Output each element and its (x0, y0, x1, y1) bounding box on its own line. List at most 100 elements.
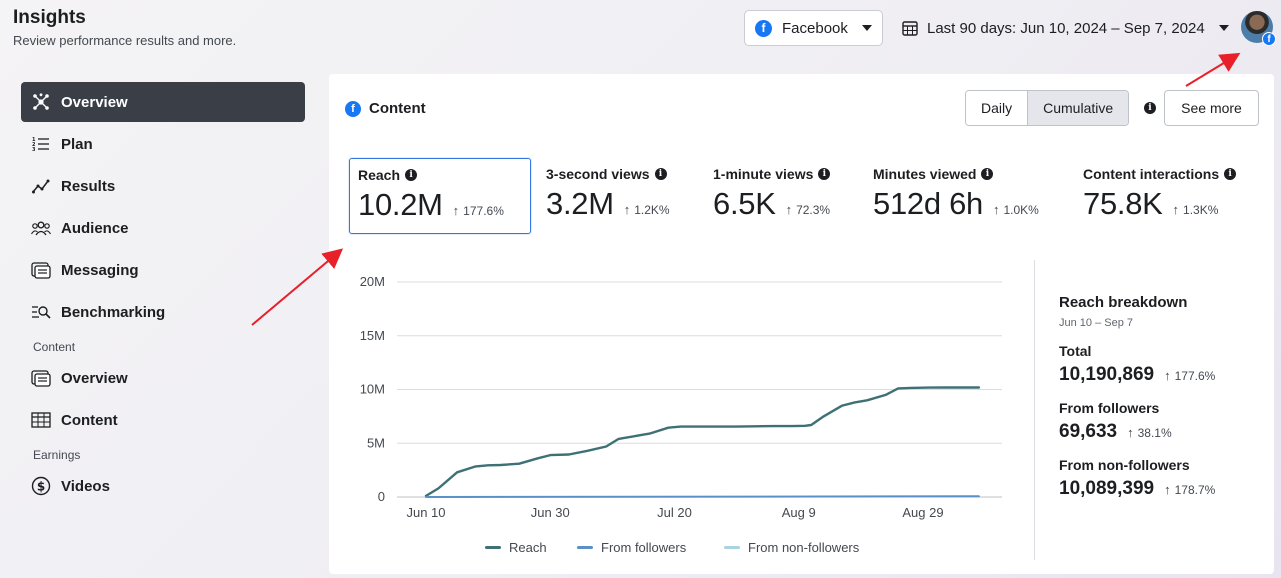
benchmarking-icon (31, 302, 51, 322)
sidebar-item-label: Results (61, 177, 116, 195)
info-icon[interactable]: i (981, 168, 994, 180)
breakdown-from-followers: From followers 69,633 ↑ 38.1% (1059, 400, 1264, 443)
content-overview-icon (31, 368, 51, 388)
messaging-icon (31, 260, 51, 280)
legend-item-from-followers[interactable]: From followers (577, 540, 686, 555)
reach-breakdown-panel: Reach breakdown Jun 10 – Sep 7 Total 10,… (1034, 260, 1264, 560)
legend-item-from-non-followers[interactable]: From non-followers (724, 540, 859, 555)
breakdown-change: 38.1% (1137, 426, 1172, 440)
sidebar-item-label: Content (61, 411, 118, 429)
svg-text:1: 1 (32, 137, 36, 143)
arrow-up-icon: ↑ (1164, 368, 1171, 383)
platform-dropdown-label: Facebook (782, 19, 848, 37)
facebook-logo-icon: f (755, 19, 772, 37)
sidebar-item-results[interactable]: Results (21, 166, 305, 206)
sidebar-item-label: Plan (61, 135, 93, 153)
date-range-dropdown[interactable]: Last 90 days: Jun 10, 2024 – Sep 7, 2024 (902, 10, 1229, 46)
sidebar-item-messaging[interactable]: Messaging (21, 250, 305, 290)
series-line-from-followers (425, 495, 980, 498)
breakdown-date: Jun 10 – Sep 7 (1059, 317, 1134, 329)
svg-text:3: 3 (32, 147, 36, 153)
x-tick-label: Jun 10 (406, 505, 445, 520)
x-tick-label: Jun 30 (531, 505, 570, 520)
metric-value: 512d 6h (873, 186, 983, 221)
metric-minutes-viewed[interactable]: Minutes viewed i 512d 6h ↑ 1.0K% (865, 158, 1065, 234)
x-tick-label: Aug 29 (902, 505, 943, 520)
legend-swatch (485, 546, 501, 549)
legend-item-reach[interactable]: Reach (485, 540, 547, 555)
card-title-label: Content (369, 100, 426, 117)
metric-label: 3-second views (546, 166, 650, 182)
metric-value: 6.5K (713, 186, 776, 221)
sidebar-item-benchmarking[interactable]: Benchmarking (21, 292, 305, 332)
svg-text:2: 2 (32, 142, 36, 148)
info-icon[interactable]: i (654, 168, 667, 180)
metric-label: 1-minute views (713, 166, 814, 182)
toggle-cumulative[interactable]: Cumulative (1027, 91, 1129, 125)
info-icon[interactable]: i (1224, 168, 1237, 180)
arrow-up-icon: ↑ (785, 202, 793, 217)
results-icon (31, 176, 51, 196)
sidebar-item-videos[interactable]: $ Videos (21, 466, 305, 506)
reach-chart: 0 5M 10M 15M 20M Jun 10 Jun 30 Jul 20 Aug 9 Aug 2… (360, 274, 1002, 520)
metric-reach[interactable]: Reach i 10.2M ↑ 177.6% (349, 158, 531, 234)
breakdown-label: From followers (1059, 400, 1160, 416)
arrow-up-icon: ↑ (623, 202, 631, 217)
sidebar-item-overview[interactable]: Overview (21, 82, 305, 122)
info-icon[interactable]: i (1144, 102, 1156, 114)
content-card: f Content Daily Cumulative i See more Re… (329, 74, 1274, 574)
metric-change: 1.2K% (634, 203, 670, 217)
content-section-heading: Content (33, 340, 76, 354)
x-tick-label: Jul 20 (657, 505, 692, 520)
sidebar-item-label: Overview (61, 369, 128, 387)
legend-swatch (724, 546, 740, 549)
sidebar-item-content-overview[interactable]: Overview (21, 358, 305, 398)
page-title: Insights (13, 7, 86, 28)
legend-label: From non-followers (748, 540, 860, 555)
breakdown-label: From non-followers (1059, 457, 1190, 473)
overview-icon (31, 92, 51, 112)
arrow-up-icon: ↑ (1172, 202, 1180, 217)
breakdown-value: 10,190,869 (1059, 364, 1155, 385)
metric-3-second-views[interactable]: 3-second views i 3.2M ↑ 1.2K% (538, 158, 698, 234)
metric-change: 72.3% (796, 203, 831, 217)
sidebar-item-audience[interactable]: Audience (21, 208, 305, 248)
breakdown-change: 177.6% (1174, 369, 1216, 383)
svg-text:$: $ (37, 480, 45, 494)
metric-change: 1.3K% (1183, 203, 1219, 217)
toggle-daily[interactable]: Daily (966, 91, 1028, 125)
breakdown-label: Total (1059, 343, 1092, 359)
arrow-up-icon: ↑ (1127, 425, 1134, 440)
sidebar-item-label: Benchmarking (61, 303, 166, 321)
breakdown-value: 10,089,399 (1059, 478, 1155, 499)
see-more-button[interactable]: See more (1164, 90, 1259, 126)
metric-label: Minutes viewed (873, 166, 977, 182)
legend-label: From followers (601, 540, 687, 555)
sidebar-item-label: Messaging (61, 261, 139, 279)
table-icon (31, 410, 51, 430)
earnings-section-heading: Earnings (33, 448, 81, 462)
arrow-up-icon: ↑ (1164, 482, 1171, 497)
sidebar-item-content[interactable]: Content (21, 400, 305, 440)
y-tick-label: 5M (367, 435, 385, 450)
date-range-label: Last 90 days: Jun 10, 2024 – Sep 7, 2024 (927, 19, 1205, 37)
arrow-up-icon: ↑ (992, 202, 1000, 217)
platform-dropdown[interactable]: f Facebook (744, 10, 883, 46)
view-mode-toggle: Daily Cumulative (965, 90, 1130, 126)
metric-content-interactions[interactable]: Content interactions i 75.8K ↑ 1.3K% (1075, 158, 1255, 234)
profile-avatar[interactable]: f (1241, 11, 1276, 46)
audience-icon (31, 218, 51, 238)
y-tick-label: 0 (378, 489, 385, 504)
dollar-icon: $ (31, 476, 51, 496)
metric-1-minute-views[interactable]: 1-minute views i 6.5K ↑ 72.3% (705, 158, 855, 234)
metric-change: 177.6% (463, 204, 504, 218)
info-icon[interactable]: i (818, 168, 831, 180)
info-icon[interactable]: i (405, 169, 418, 181)
y-tick-label: 20M (360, 274, 385, 289)
metric-label: Content interactions (1083, 166, 1220, 182)
y-tick-label: 10M (360, 382, 385, 397)
series-line-reach (424, 386, 981, 498)
